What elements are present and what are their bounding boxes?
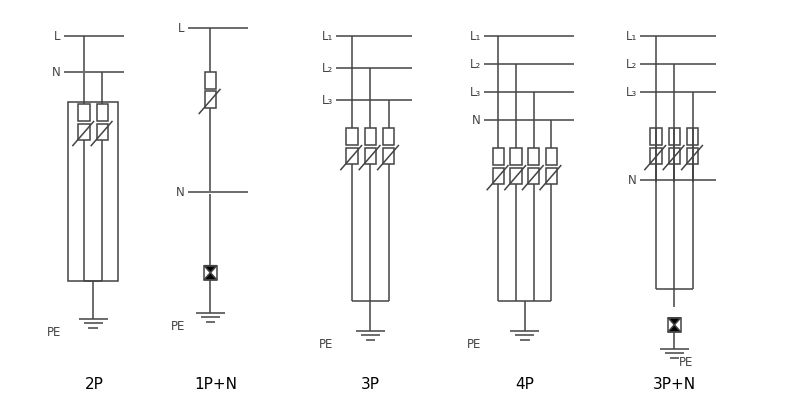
Bar: [650, 148, 662, 164]
Bar: [546, 168, 557, 184]
Text: L₂: L₂: [470, 58, 481, 71]
Text: PE: PE: [678, 356, 693, 369]
Bar: [205, 72, 216, 89]
Text: L₃: L₃: [626, 86, 637, 99]
Text: PE: PE: [46, 326, 61, 339]
Bar: [528, 148, 539, 165]
Text: L₃: L₃: [322, 94, 333, 107]
Text: 1P+N: 1P+N: [194, 377, 238, 393]
Bar: [97, 104, 108, 121]
Text: N: N: [628, 174, 637, 187]
Text: N: N: [472, 114, 481, 127]
Bar: [669, 128, 680, 145]
Text: 2P: 2P: [85, 377, 104, 393]
Text: PE: PE: [318, 338, 333, 351]
Bar: [365, 128, 376, 145]
Text: 3P: 3P: [361, 377, 380, 393]
Bar: [78, 124, 90, 140]
Bar: [78, 104, 90, 121]
Text: L₂: L₂: [626, 58, 637, 71]
Text: PE: PE: [466, 338, 481, 351]
Polygon shape: [668, 325, 681, 332]
Text: L₁: L₁: [626, 30, 637, 43]
Bar: [650, 128, 662, 145]
Bar: [528, 168, 539, 184]
Text: PE: PE: [170, 320, 185, 333]
Polygon shape: [204, 273, 217, 280]
Text: 3P+N: 3P+N: [653, 377, 696, 393]
Text: N: N: [176, 186, 185, 199]
Bar: [510, 148, 522, 165]
Text: N: N: [52, 66, 61, 79]
Bar: [687, 148, 698, 164]
Bar: [97, 124, 108, 140]
Text: L₂: L₂: [322, 62, 333, 75]
Bar: [669, 148, 680, 164]
Text: L: L: [178, 22, 185, 34]
Text: 4P: 4P: [515, 377, 534, 393]
Polygon shape: [668, 318, 681, 325]
Bar: [668, 318, 681, 332]
Bar: [346, 128, 358, 145]
Text: L: L: [54, 30, 61, 43]
Bar: [493, 168, 504, 184]
Bar: [68, 102, 118, 281]
Bar: [687, 128, 698, 145]
Polygon shape: [204, 265, 217, 273]
Text: L₁: L₁: [470, 30, 481, 43]
Bar: [346, 148, 358, 164]
Bar: [365, 148, 376, 164]
Bar: [383, 128, 394, 145]
Bar: [493, 148, 504, 165]
Text: L₃: L₃: [470, 86, 481, 99]
Bar: [383, 148, 394, 164]
Text: L₁: L₁: [322, 30, 333, 43]
Bar: [204, 265, 217, 280]
Bar: [510, 168, 522, 184]
Bar: [205, 91, 216, 108]
Bar: [546, 148, 557, 165]
